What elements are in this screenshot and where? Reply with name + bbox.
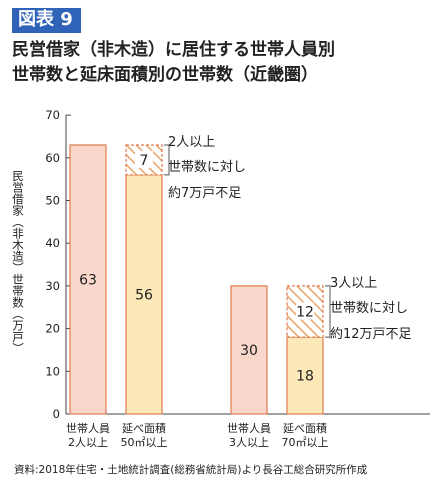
shortfall-note-line2: 世帯数に対し <box>168 160 246 175</box>
shortfall-note-line1: 2人以上 <box>168 135 215 150</box>
category-label-line2: 50㎡以上 <box>121 436 168 449</box>
y-tick-label: 0 <box>53 407 60 421</box>
household-value-label: 63 <box>79 272 97 288</box>
category-label-line1: 延べ面積 <box>122 421 166 435</box>
category-label-line2: 2人以上 <box>68 436 108 449</box>
household-bar <box>230 285 268 415</box>
area-value-label: 56 <box>135 287 153 303</box>
category-label-line1: 世帯人員 <box>66 422 110 435</box>
y-tick-label: 10 <box>45 364 60 378</box>
y-axis-label: 民営借家（非木造）世帯数（万戸） <box>11 170 25 354</box>
category-label-line2: 3人以上 <box>229 436 269 449</box>
category-label-line1: 世帯人員 <box>227 422 271 435</box>
shortfall-note-line1: 3人以上 <box>330 276 377 291</box>
y-tick-label: 30 <box>45 279 60 293</box>
shortfall-bracket <box>325 285 331 338</box>
source-note: 資料:2018年住宅・土地統計調査(総務省統計局)より長谷工総合研究所作成 <box>14 464 368 476</box>
category-label-line1: 延べ面積 <box>283 421 327 435</box>
shortfall-note-line2: 世帯数に対し <box>330 301 408 316</box>
chart-title-line1: 民営借家（非木造）に居住する世帯人員別 <box>12 40 335 60</box>
area-value-label: 18 <box>296 369 314 385</box>
shortfall-value-label: 7 <box>140 153 149 169</box>
shortfall-note-line3: 約12万戸不足 <box>330 327 412 342</box>
area-bar <box>125 174 163 415</box>
shortfall-note-line3: 約7万戸不足 <box>168 186 241 201</box>
figure-label: 図表 9 <box>12 8 81 33</box>
y-tick-label: 40 <box>45 236 60 250</box>
chart-title: 民営借家（非木造）に居住する世帯人員別 世帯数と延床面積別の世帯数（近畿圏） <box>12 38 432 88</box>
shortfall-value-bg <box>296 302 314 320</box>
category-label-line2: 70㎡以上 <box>282 436 329 449</box>
area-bar <box>286 336 324 415</box>
shortfall-value-bg <box>135 150 153 168</box>
shortfall-value-label: 12 <box>296 305 314 321</box>
household-bar <box>69 144 107 415</box>
shortfall-segment <box>286 285 324 338</box>
y-tick-label: 70 <box>45 108 60 122</box>
shortfall-bracket <box>164 144 170 176</box>
y-tick-label: 50 <box>45 194 60 208</box>
chart-title-line2: 世帯数と延床面積別の世帯数（近畿圏） <box>12 65 318 85</box>
y-tick-label: 20 <box>45 322 60 336</box>
y-tick-label: 60 <box>45 151 60 165</box>
household-value-label: 30 <box>240 343 258 359</box>
